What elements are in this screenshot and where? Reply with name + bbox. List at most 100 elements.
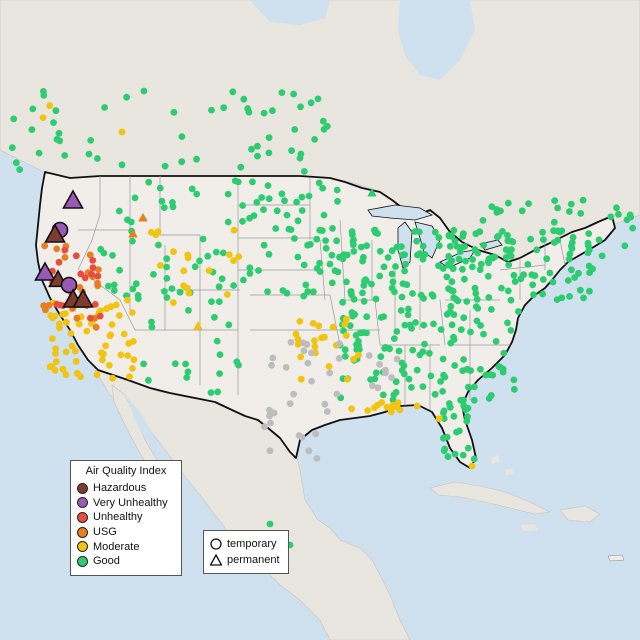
monitor-dot (294, 217, 302, 225)
monitor-dot (168, 285, 176, 292)
monitor-dot (388, 270, 396, 278)
monitor-triangle (367, 188, 377, 197)
monitor-dot (448, 321, 456, 329)
monitor-dot (464, 444, 472, 452)
monitor-dot (225, 251, 233, 258)
monitor-dot (110, 281, 118, 289)
monitor-dot (55, 129, 63, 137)
monitor-dot (404, 311, 412, 319)
monitor-dot (420, 295, 427, 302)
monitor-dot (336, 340, 343, 348)
monitor-dot (480, 241, 488, 249)
monitor-triangle (138, 213, 148, 222)
monitor-dot (420, 321, 428, 329)
monitor-dot (124, 216, 131, 224)
monitor-dot (163, 294, 171, 301)
monitor-dot (237, 163, 245, 171)
monitor-dot (427, 372, 435, 380)
monitor-dot (290, 390, 297, 398)
monitor-dot (315, 179, 323, 187)
monitor-dot (374, 384, 382, 392)
monitor-dot (88, 320, 95, 327)
monitor-dot (83, 327, 91, 335)
monitor-dot (626, 211, 634, 219)
monitor-dot (388, 284, 396, 292)
monitor-dot (401, 267, 408, 275)
monitor-dot (229, 88, 237, 96)
monitor-dot (75, 320, 83, 328)
monitor-dot (329, 323, 337, 331)
monitor-dot (118, 128, 126, 136)
monitor-dot (576, 286, 584, 294)
monitor-dot (199, 235, 207, 243)
monitor-dot (59, 365, 67, 373)
monitor-dot (267, 419, 274, 427)
monitor-dot (372, 369, 380, 377)
monitor-dot (145, 178, 153, 186)
monitor-dot (152, 231, 160, 239)
monitor-dot (350, 248, 358, 255)
monitor-dot (530, 291, 537, 299)
moderate-swatch (77, 541, 88, 553)
monitor-dot (376, 272, 384, 280)
monitor-dot (50, 119, 57, 126)
monitor-dot (234, 178, 242, 186)
monitor-dot (363, 313, 371, 321)
monitor-dot (349, 241, 357, 249)
monitor-dot (145, 376, 152, 384)
monitor-dot (269, 107, 276, 115)
monitor-dot (305, 192, 313, 200)
monitor-dot (287, 338, 295, 346)
monitor-dot (85, 150, 93, 158)
monitor-dot (539, 276, 547, 283)
monitor-dot (507, 252, 515, 260)
monitor-dot (409, 290, 416, 297)
monitor-dot (413, 366, 421, 374)
monitor-dot (477, 365, 484, 373)
legend-item-permanent: permanent (210, 552, 282, 568)
monitor-dot (463, 417, 471, 425)
monitor-dot (325, 363, 333, 370)
monitor-dot (445, 253, 453, 260)
monitor-dot (178, 133, 186, 141)
monitor-dot (546, 269, 554, 277)
monitor-dot (273, 207, 281, 215)
monitor-dot (595, 236, 603, 244)
monitor-dot (439, 388, 446, 395)
monitor-dot (507, 327, 515, 334)
monitor-dot (539, 290, 546, 298)
monitor-dot (290, 90, 297, 98)
monitor-dot (304, 359, 312, 367)
monitor-dot (67, 330, 75, 337)
monitor-dot (328, 251, 336, 259)
monitor-dot (457, 396, 465, 404)
monitor-dot (392, 388, 400, 396)
monitor-dot (365, 352, 373, 359)
monitor-dot (409, 346, 417, 354)
monitor-dot (260, 109, 268, 117)
monitor-dot (443, 273, 451, 281)
monitor-dot (389, 278, 397, 286)
monitor-dot (184, 368, 192, 376)
monitor-dot (413, 402, 421, 410)
monitor-dot (353, 341, 360, 349)
monitor-dot (216, 370, 224, 377)
monitor-dot (360, 329, 367, 336)
monitor-dot (161, 162, 169, 170)
monitor-dot (61, 246, 69, 254)
monitor-dot (431, 390, 439, 398)
monitor-dot (395, 347, 403, 355)
permanent-label: permanent (227, 554, 280, 566)
monitor-dot (184, 251, 192, 259)
monitor-dot (392, 263, 399, 270)
monitor-dot (527, 235, 534, 243)
monitor-dot (73, 314, 81, 322)
monitor-dot (101, 104, 108, 111)
monitor-dot (265, 250, 273, 258)
monitor-dot (408, 384, 415, 391)
monitor-dot (108, 321, 116, 328)
monitor-dot (341, 320, 349, 328)
monitor-dot (450, 226, 458, 234)
legend-item-very-unhealthy: Very Unhealthy (77, 496, 175, 511)
monitor-dot (348, 309, 356, 316)
